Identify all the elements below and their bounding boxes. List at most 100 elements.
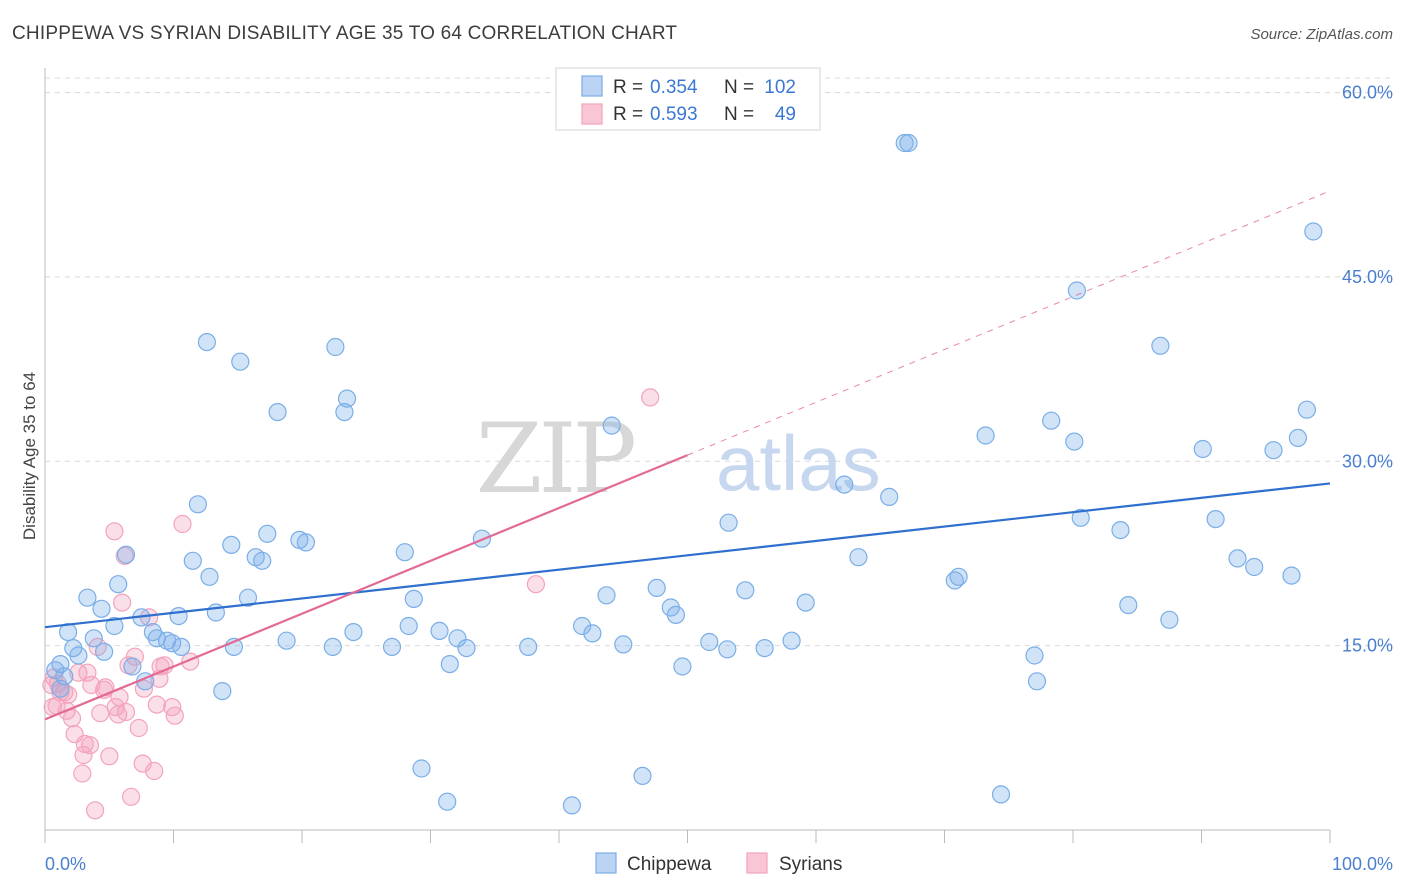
point-chippewa-22 <box>172 637 191 657</box>
y-axis-label: Disability Age 35 to 64 <box>20 372 39 540</box>
point-chippewa-71 <box>736 581 755 600</box>
point-chippewa-24 <box>188 495 207 514</box>
point-chippewa-59 <box>583 624 602 643</box>
legend-n-value-1: 102 <box>764 77 796 98</box>
point-syrians-34 <box>145 761 164 781</box>
point-chippewa-84 <box>1025 646 1044 665</box>
point-chippewa-87 <box>1065 432 1084 451</box>
point-chippewa-77 <box>880 487 899 506</box>
point-chippewa-86 <box>1042 411 1061 430</box>
trend-lines <box>44 190 1331 721</box>
point-chippewa-90 <box>1111 520 1130 540</box>
point-chippewa-28 <box>213 681 232 701</box>
point-chippewa-98 <box>1264 441 1283 460</box>
point-syrians-15 <box>85 801 105 820</box>
point-chippewa-97 <box>1245 557 1264 577</box>
point-syrians-22 <box>106 697 125 717</box>
point-syrians-30 <box>129 718 148 738</box>
chart-title: CHIPPEWA VS SYRIAN DISABILITY AGE 35 TO … <box>12 23 677 44</box>
point-chippewa-50 <box>430 621 449 641</box>
point-chippewa-40 <box>326 337 345 357</box>
bottom-legend-swatch-chippewa <box>595 852 617 874</box>
point-chippewa-43 <box>337 389 357 408</box>
point-chippewa-72 <box>755 638 774 658</box>
point-chippewa-46 <box>395 543 414 562</box>
watermark-zip: ZIP <box>476 403 635 515</box>
point-chippewa-76 <box>849 548 868 567</box>
point-chippewa-41 <box>323 637 342 657</box>
legend-swatch-syrians <box>581 103 603 125</box>
legend-r-label-1: R = <box>613 77 643 98</box>
point-chippewa-100 <box>1288 428 1308 447</box>
point-chippewa-23 <box>183 551 202 570</box>
point-chippewa-79 <box>899 133 918 153</box>
point-chippewa-57 <box>562 796 582 815</box>
point-chippewa-37 <box>277 631 296 650</box>
bottom-legend-label-chippewa: Chippewa <box>627 854 712 875</box>
legend-r-value-1: 0.354 <box>650 77 698 98</box>
point-chippewa-92 <box>1151 336 1170 355</box>
point-syrians-42 <box>526 575 546 594</box>
point-syrians-40 <box>173 514 192 534</box>
watermark: ZIP atlas <box>476 403 881 515</box>
point-chippewa-29 <box>222 535 241 555</box>
point-chippewa-21 <box>169 606 188 626</box>
point-chippewa-95 <box>1206 509 1225 529</box>
point-chippewa-74 <box>796 593 815 612</box>
bottom-legend: Chippewa Syrians <box>595 852 842 875</box>
legend: R = 0.354 N = 102 R = 0.593 N = 49 <box>555 67 821 131</box>
point-chippewa-25 <box>197 333 216 352</box>
point-chippewa-82 <box>976 426 995 445</box>
point-chippewa-8 <box>84 629 103 648</box>
point-chippewa-62 <box>614 635 633 654</box>
point-chippewa-85 <box>1027 672 1047 691</box>
point-chippewa-42 <box>335 403 354 422</box>
point-syrians-35 <box>147 695 166 714</box>
legend-swatch-chippewa <box>581 75 603 97</box>
bottom-legend-label-syrians: Syrians <box>779 854 842 875</box>
point-chippewa-6 <box>69 646 88 665</box>
point-chippewa-69 <box>718 640 737 659</box>
trend-line-syrians <box>44 454 688 721</box>
x-tick-label-min: 0.0% <box>45 854 86 874</box>
point-chippewa-54 <box>457 638 476 658</box>
x-axis-ticks <box>44 830 1331 843</box>
legend-r-label-2: R = <box>613 104 643 125</box>
point-chippewa-10 <box>94 642 114 661</box>
point-chippewa-99 <box>1282 566 1301 585</box>
legend-n-label-2: N = <box>724 104 754 125</box>
y-tick-label-45: 45.0% <box>1342 267 1393 287</box>
point-chippewa-44 <box>344 622 363 642</box>
point-syrians-17 <box>91 704 110 723</box>
point-syrians-21 <box>105 522 124 541</box>
legend-r-value-2: 0.593 <box>650 104 698 125</box>
point-chippewa-34 <box>253 551 272 570</box>
point-chippewa-32 <box>238 588 258 607</box>
point-chippewa-83 <box>991 785 1011 804</box>
point-chippewa-51 <box>438 792 457 811</box>
point-syrians-24 <box>112 593 132 612</box>
point-syrians-32 <box>134 679 153 698</box>
point-chippewa-101 <box>1297 400 1317 419</box>
point-chippewa-89 <box>1071 508 1090 527</box>
point-chippewa-26 <box>200 567 219 586</box>
y-tick-label-30: 30.0% <box>1342 451 1393 471</box>
point-chippewa-52 <box>440 654 459 674</box>
point-chippewa-49 <box>412 759 431 778</box>
y-tick-label-15: 15.0% <box>1342 636 1393 656</box>
point-chippewa-96 <box>1228 549 1247 568</box>
y-axis-tick-labels: 15.0% 30.0% 45.0% 60.0% <box>1342 83 1393 656</box>
point-chippewa-3 <box>51 654 70 674</box>
watermark-atlas: atlas <box>716 419 881 507</box>
point-chippewa-48 <box>404 589 423 609</box>
data-points <box>42 133 1323 820</box>
point-chippewa-35 <box>258 524 277 543</box>
point-chippewa-94 <box>1193 439 1212 459</box>
point-chippewa-68 <box>700 632 719 652</box>
point-chippewa-73 <box>782 631 801 650</box>
point-chippewa-31 <box>231 352 250 371</box>
point-chippewa-60 <box>597 586 616 605</box>
legend-n-value-2: 49 <box>775 104 796 125</box>
bottom-legend-swatch-syrians <box>746 852 768 874</box>
